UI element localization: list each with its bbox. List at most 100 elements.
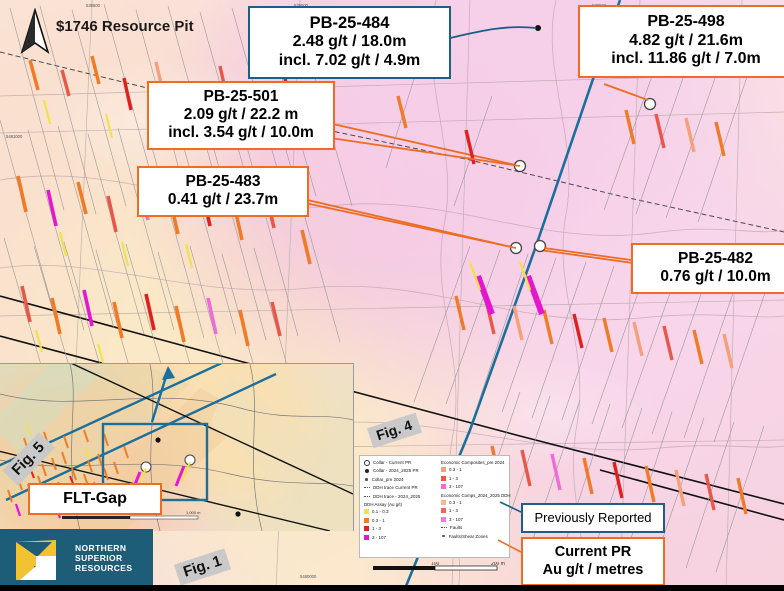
svg-text:100: 100 [431,562,440,567]
collar-markers-current-pr [509,97,657,255]
legend-item: 1 - 3 [441,475,505,482]
north-arrow-icon [20,8,50,54]
dotted-line-icon [364,495,370,497]
legend-label: Faults/Shear Zones [448,533,488,539]
callout-title: PB-25-501 [203,88,279,105]
color-swatch [364,509,369,515]
legend-item: 0.3 - 1 [364,517,437,524]
logo-line-1: NORTHERN [75,543,127,553]
color-swatch [441,484,446,490]
legend-label: Faults [450,525,463,531]
callout-title: PB-25-483 [185,173,261,190]
legend-label: 0.1 - 0.3 [372,509,389,515]
legend-label: 3 - 107 [372,534,387,540]
callout-line1: 2.09 g/t / 22.2 m [183,105,299,123]
legend-label: 1 - 3 [372,526,382,532]
legend-header-comps-pre: Economic Composites_pre 2024 [441,460,505,465]
filled-circle-icon [365,468,369,473]
legend-item: 3 - 107 [364,534,437,541]
callout-pb-25-498[interactable]: PB-25-498 4.82 g/t / 21.6m incl. 11.86 g… [578,5,784,78]
coord-label-0: 5481000 [6,134,23,139]
small-circle-icon [365,477,368,481]
color-swatch [441,467,446,473]
legend-label: 0.3 - 1 [449,499,462,505]
color-swatch [364,526,369,532]
key-label-line2: Au g/t / metres [542,561,644,578]
high-grade-intercepts [468,261,545,316]
key-previously-reported[interactable]: Previously Reported [521,503,665,533]
legend-label: 1 - 3 [449,508,459,514]
callout-title: PB-25-484 [309,14,390,32]
legend-item: 0.3 - 1 [441,466,505,473]
color-swatch [441,475,446,481]
legend-item: 0.3 - 1 [441,499,505,506]
key-current-pr[interactable]: Current PR Au g/t / metres [521,537,665,587]
dotted-line-icon [364,487,370,489]
callout-pb-25-501[interactable]: PB-25-501 2.09 g/t / 22.2 m incl. 3.54 g… [147,81,335,150]
legend-label: 1 - 3 [449,475,459,481]
callout-line1: 0.41 g/t / 23.7m [167,190,279,208]
legend-item: DDH trace - 2024_2025 [364,493,437,500]
callout-line1: 4.82 g/t / 21.6m [629,31,743,49]
legend-item: Faults [441,524,505,531]
callout-line2: incl. 7.02 g/t / 4.9m [278,51,421,69]
callout-title: PB-25-498 [647,13,725,30]
coord-label-2: 539000 [294,3,308,8]
legend-label: Collar - 2024_2025 PR [373,468,419,474]
color-swatch [441,508,446,514]
company-logo-text: NORTHERN SUPERIOR RESOURCES [75,543,132,573]
coord-label-1: 538500 [86,3,100,8]
legend-label: 0.3 - 1 [372,517,385,523]
dot-marker-icon [442,534,445,538]
legend-label: Collar_pre 2024 [371,476,404,482]
legend-header-comps-new: Economic Comps_2024_2025 DDH [441,492,511,498]
legend-header-assay: DDH Assay (Au g/t) [364,501,403,507]
coord-label-5: 5480000 [300,574,317,579]
color-swatch [364,517,369,523]
dotted-line-icon [441,527,447,529]
footer-strip [0,585,784,591]
callout-line1: 2.48 g/t / 18.0m [292,33,407,51]
resource-pit-label: $1746 Resource Pit [56,18,194,35]
legend-item: DDH trace Current PR [364,484,437,491]
color-swatch [441,499,446,505]
callout-line2: incl. 3.54 g/t / 10.0m [168,123,314,141]
legend-label: Collar - Current PR [373,460,412,465]
callout-title: PB-25-482 [678,250,753,267]
legend-item: Faults/Shear Zones [441,533,505,540]
logo-line-3: RESOURCES [75,563,133,574]
callout-line1: 0.76 g/t / 10.0m [660,267,771,285]
legend-item: 1 - 3 [364,525,437,532]
legend-label: 3 - 107 [449,516,464,522]
legend-item: 1 - 3 [441,507,505,514]
callout-pb-25-482[interactable]: PB-25-482 0.76 g/t / 10.0m [631,243,784,294]
legend-label: 0.3 - 1 [449,467,462,473]
legend-item: Collar - 2024_2025 PR [364,467,437,474]
legend-item: 3 - 107 [441,483,505,490]
legend-column-left: Collar - Current PR Collar - 2024_2025 P… [364,459,437,554]
legend-item: 3 - 107 [441,516,505,523]
flt-gap-label[interactable]: FLT-Gap [28,483,162,515]
legend-item: Collar_pre 2024 [364,476,437,483]
open-circle-icon [364,459,370,466]
color-swatch [441,516,446,522]
callout-pb-25-484[interactable]: PB-25-484 2.48 g/t / 18.0m incl. 7.02 g/… [248,6,451,80]
key-label: Previously Reported [534,510,652,525]
legend-label: DDH trace - 2024_2025 [373,493,421,499]
svg-text:1,000 m: 1,000 m [186,510,201,515]
callout-line2: incl. 11.86 g/t / 7.0m [611,50,761,68]
inset-collars [140,437,241,517]
scale-bar: 100 200 m [373,562,513,574]
map-legend: Collar - Current PR Collar - 2024_2025 P… [359,455,511,558]
legend-label: DDH trace Current PR [373,485,418,491]
callout-pb-25-483[interactable]: PB-25-483 0.41 g/t / 23.7m [137,166,309,217]
legend-item: Collar - Current PR [364,459,437,466]
northern-superior-logo-icon [16,540,56,580]
assay-segments-right [396,95,748,515]
logo-line-2: SUPERIOR [75,553,123,564]
color-swatch [364,534,369,540]
legend-item: 0.1 - 0.3 [364,508,437,515]
legend-column-right: Economic Composites_pre 2024 0.3 - 1 1 -… [441,459,511,554]
legend-label: 3 - 107 [449,484,464,490]
